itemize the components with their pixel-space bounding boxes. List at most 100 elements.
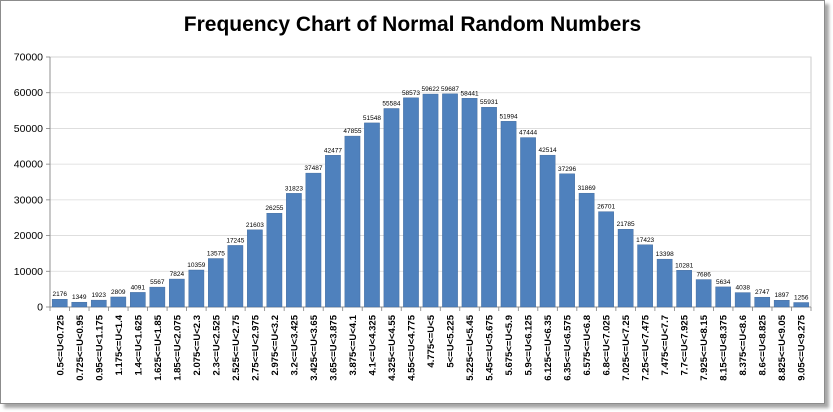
data-label: 4091 bbox=[131, 284, 146, 291]
data-label: 5567 bbox=[150, 279, 165, 286]
data-label: 59622 bbox=[421, 86, 439, 93]
bar bbox=[403, 97, 419, 308]
x-tick-label: 0.5<=U<0.725 bbox=[55, 314, 66, 375]
x-tick-label: 5<=U<5.225 bbox=[446, 314, 457, 367]
x-tick-label: 3.65<=U<3.875 bbox=[328, 314, 339, 380]
x-tick-label: 5.225<=U<5.45 bbox=[465, 314, 476, 380]
data-label: 10281 bbox=[675, 262, 693, 269]
chart-frame: Frequency Chart of Normal Random Numbers bbox=[0, 0, 825, 404]
data-label: 10359 bbox=[187, 262, 205, 269]
bar bbox=[422, 93, 439, 308]
data-label: 51548 bbox=[363, 115, 381, 122]
x-tick-label: 6.35<=U<6.575 bbox=[563, 314, 574, 380]
bar bbox=[617, 228, 634, 308]
x-tick-label: 1.625<=U<1.85 bbox=[153, 314, 164, 380]
x-tick-label: 6.125<=U<6.35 bbox=[543, 314, 554, 380]
bar bbox=[247, 229, 263, 308]
x-tick-label: 7.7<=U<7.925 bbox=[680, 314, 691, 375]
x-tick-label: 3.875<=U<4.1 bbox=[348, 314, 359, 375]
data-label: 17423 bbox=[636, 237, 654, 244]
data-label: 37487 bbox=[304, 165, 322, 172]
y-tick-label: 50000 bbox=[14, 123, 43, 135]
bar bbox=[208, 258, 224, 308]
x-tick-label: 9.05<=U<9.275 bbox=[797, 314, 808, 380]
bar bbox=[442, 93, 458, 308]
data-label: 13575 bbox=[207, 251, 225, 258]
x-tick-label: 0.95<=U<1.175 bbox=[94, 314, 105, 380]
bar bbox=[71, 301, 88, 308]
y-tick-label: 70000 bbox=[14, 52, 43, 64]
data-label: 37296 bbox=[558, 166, 576, 173]
data-label: 1349 bbox=[72, 294, 87, 301]
x-tick-label: 2.075<=U<2.3 bbox=[192, 315, 203, 375]
bar bbox=[325, 155, 341, 308]
bar bbox=[715, 286, 732, 308]
data-label: 51994 bbox=[500, 113, 518, 120]
x-tick-label: 4.775<=U<5 bbox=[426, 314, 437, 367]
data-label: 5634 bbox=[716, 279, 731, 286]
bar bbox=[461, 98, 478, 308]
data-label: 31823 bbox=[285, 185, 303, 192]
x-tick-label: 4.325<=U<4.55 bbox=[387, 314, 398, 380]
data-label: 47855 bbox=[343, 128, 361, 135]
y-tick-label: 30000 bbox=[14, 194, 43, 206]
bar bbox=[539, 154, 556, 308]
data-label: 7686 bbox=[696, 272, 711, 279]
y-tick-label: 20000 bbox=[14, 230, 43, 242]
bar bbox=[266, 213, 283, 308]
x-tick-label: 2.3<=U<2.525 bbox=[211, 314, 222, 375]
data-label: 17245 bbox=[226, 237, 244, 244]
data-label: 26255 bbox=[265, 205, 283, 212]
y-tick-label: 0 bbox=[37, 302, 43, 314]
x-tick-label: 7.475<=U<7.7 bbox=[660, 315, 671, 375]
x-tick-label: 1.175<=U<1.4 bbox=[114, 314, 125, 375]
data-label: 31869 bbox=[578, 185, 596, 192]
bar bbox=[227, 245, 244, 308]
bar bbox=[520, 137, 536, 308]
x-tick-label: 2.525<=U<2.75 bbox=[231, 314, 242, 380]
data-label: 13398 bbox=[656, 251, 674, 258]
data-label: 2176 bbox=[53, 291, 68, 298]
data-label: 59687 bbox=[441, 86, 459, 93]
data-label: 2747 bbox=[755, 289, 770, 296]
bar bbox=[773, 300, 790, 308]
data-label: 4038 bbox=[735, 285, 750, 292]
x-tick-label: 1.85<=U<2.075 bbox=[172, 314, 183, 380]
data-label: 42477 bbox=[324, 147, 342, 154]
bar bbox=[188, 269, 205, 308]
bar bbox=[51, 299, 68, 308]
bar bbox=[286, 193, 302, 308]
bar bbox=[110, 296, 127, 308]
x-tick-label: 4.55<=U<4.775 bbox=[406, 314, 417, 380]
x-tick-label: 5.675<=U<5.9 bbox=[504, 315, 515, 375]
x-tick-label: 8.825<=U<9.05 bbox=[777, 314, 788, 380]
x-tick-label: 2.75<=U<2.975 bbox=[250, 314, 261, 380]
bar bbox=[637, 244, 653, 308]
bar bbox=[344, 135, 361, 308]
data-label: 55584 bbox=[382, 100, 400, 107]
bar bbox=[129, 292, 146, 308]
x-tick-label: 1.4<=U<1.625 bbox=[133, 314, 144, 375]
data-label: 42514 bbox=[539, 147, 557, 154]
data-label: 2809 bbox=[111, 289, 126, 296]
x-tick-label: 4.1<=U<4.325 bbox=[367, 314, 378, 375]
x-tick-label: 3.2<=U<3.425 bbox=[289, 314, 300, 375]
x-tick-label: 8.375<=U<8.6 bbox=[738, 315, 749, 375]
x-tick-label: 0.725<=U<0.95 bbox=[75, 314, 86, 380]
bar bbox=[578, 192, 595, 308]
x-tick-label: 3.425<=U<3.65 bbox=[309, 314, 320, 380]
data-label: 47444 bbox=[519, 130, 537, 137]
chart-title: Frequency Chart of Normal Random Numbers bbox=[183, 13, 642, 36]
bar bbox=[500, 121, 517, 308]
data-label: 1256 bbox=[794, 295, 809, 302]
x-tick-label: 6.8<=U<7.025 bbox=[602, 314, 613, 375]
y-tick-label: 60000 bbox=[14, 87, 43, 99]
bar bbox=[305, 172, 322, 308]
bar bbox=[676, 270, 692, 308]
y-tick-label: 40000 bbox=[14, 159, 43, 171]
x-tick-label: 2.975<=U<3.2 bbox=[270, 315, 281, 375]
bar bbox=[695, 279, 712, 308]
x-tick-label: 5.45<=U<5.675 bbox=[485, 314, 496, 380]
bar bbox=[598, 211, 614, 308]
bar bbox=[481, 107, 497, 308]
